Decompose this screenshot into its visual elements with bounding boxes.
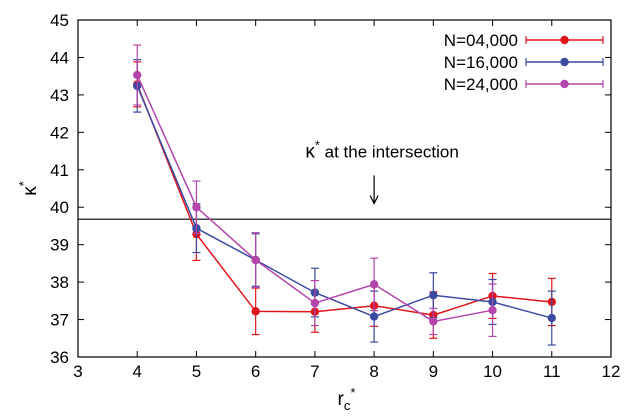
x-tick-label: 9	[429, 362, 438, 381]
y-tick-label: 40	[50, 198, 69, 217]
y-tick-label: 42	[50, 123, 69, 142]
y-axis-label-sup: *	[16, 181, 31, 186]
y-tick-label: 37	[50, 311, 69, 330]
data-point	[429, 291, 438, 300]
data-point	[251, 307, 260, 316]
data-point	[310, 298, 320, 308]
x-axis-label-sub: c	[344, 398, 351, 413]
legend-marker	[560, 57, 569, 67]
axis-label-layer: κ* rc*	[16, 181, 355, 413]
y-tick-label: 45	[50, 11, 69, 30]
x-tick-label: 10	[483, 362, 502, 381]
annotation-kappa: κ	[305, 141, 315, 162]
y-axis-label-symbol: κ	[20, 186, 41, 196]
y-tick-label: 41	[50, 161, 69, 180]
data-point	[488, 305, 497, 315]
annotation-sup: *	[315, 137, 320, 152]
data-point	[251, 255, 260, 265]
legend: N=04,000 N=16,000 N=24,000	[444, 31, 604, 94]
x-tick-label: 6	[251, 362, 260, 381]
data-point	[429, 317, 438, 326]
x-tick-label: 7	[310, 362, 319, 381]
y-tick-label: 44	[50, 48, 69, 67]
x-axis-label-symbol: r	[338, 389, 345, 410]
series-line	[136, 85, 552, 319]
x-tick-label: 5	[192, 362, 201, 381]
legend-entry: N=24,000	[444, 75, 604, 94]
x-tick-label: 4	[132, 362, 141, 381]
x-tick-label: 11	[543, 362, 561, 381]
series-3	[133, 44, 497, 338]
data-point	[369, 280, 379, 289]
data-point	[133, 70, 142, 80]
annotation-arrow-head	[369, 195, 379, 205]
data-point	[192, 203, 201, 212]
legend-label: N=04,000	[444, 31, 518, 50]
data-point	[547, 313, 556, 323]
y-tick-label: 36	[50, 348, 69, 367]
legend-marker	[560, 35, 569, 45]
y-tick-label: 38	[50, 273, 69, 292]
legend-marker	[560, 79, 569, 89]
x-tick-label: 8	[369, 362, 378, 381]
series-line	[136, 84, 552, 316]
x-tick-label: 12	[602, 362, 621, 381]
y-axis-label: κ*	[16, 181, 41, 196]
plot-frame	[77, 19, 612, 358]
legend-entry: N=04,000	[444, 31, 604, 50]
annotation-text: κ* at the intersection	[305, 137, 458, 162]
series-layer	[133, 44, 556, 346]
data-point	[369, 312, 379, 321]
x-axis-label-sup: *	[350, 385, 355, 400]
x-tick-label: 3	[73, 362, 82, 381]
legend-label: N=16,000	[444, 53, 518, 72]
y-tick-label: 39	[50, 236, 69, 255]
y-tick-label: 43	[50, 86, 69, 105]
legend-entry: N=16,000	[444, 53, 604, 72]
annotation-rest: at the intersection	[320, 142, 459, 161]
x-axis-label: rc*	[338, 385, 356, 413]
annotation: κ* at the intersection	[305, 137, 459, 205]
legend-label: N=24,000	[444, 75, 518, 94]
